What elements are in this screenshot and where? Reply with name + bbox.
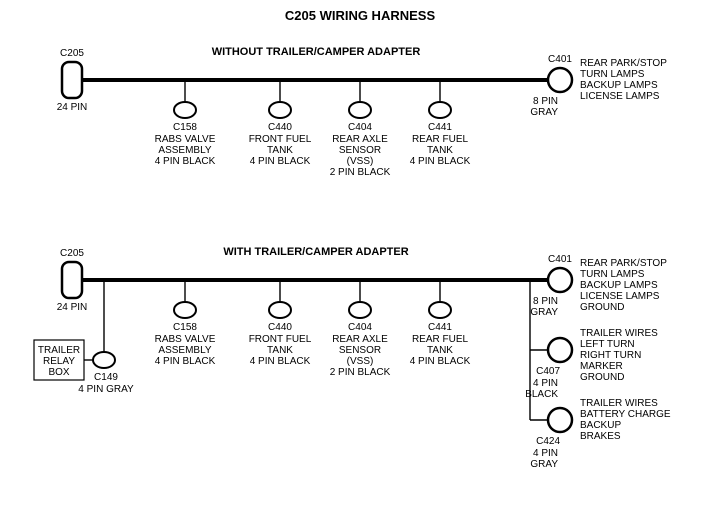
svg-text:GROUND: GROUND — [580, 302, 624, 313]
svg-text:BACKUP: BACKUP — [580, 420, 621, 431]
svg-text:TANK: TANK — [267, 345, 293, 356]
tap-connector — [349, 102, 371, 118]
svg-text:C441: C441 — [428, 122, 452, 133]
svg-text:LICENSE LAMPS: LICENSE LAMPS — [580, 91, 660, 102]
svg-text:RABS VALVE: RABS VALVE — [155, 134, 216, 145]
svg-text:4 PIN BLACK: 4 PIN BLACK — [155, 356, 216, 367]
tap-connector — [174, 102, 196, 118]
svg-text:TRAILER WIRES: TRAILER WIRES — [580, 398, 658, 409]
svg-text:REAR AXLE: REAR AXLE — [332, 334, 388, 345]
svg-text:(VSS): (VSS) — [347, 156, 374, 167]
svg-text:2 PIN BLACK: 2 PIN BLACK — [330, 367, 391, 378]
svg-text:BLACK: BLACK — [525, 389, 558, 400]
svg-text:REAR FUEL: REAR FUEL — [412, 334, 469, 345]
svg-text:GRAY: GRAY — [530, 107, 558, 118]
tap-connector — [269, 102, 291, 118]
svg-text:LICENSE LAMPS: LICENSE LAMPS — [580, 291, 660, 302]
svg-text:SENSOR: SENSOR — [339, 145, 381, 156]
svg-text:24 PIN: 24 PIN — [57, 102, 88, 113]
svg-text:4 PIN BLACK: 4 PIN BLACK — [410, 356, 471, 367]
left-connector — [62, 62, 82, 98]
svg-text:4 PIN GRAY: 4 PIN GRAY — [78, 384, 134, 395]
svg-text:REAR PARK/STOP: REAR PARK/STOP — [580, 258, 667, 269]
svg-text:2 PIN BLACK: 2 PIN BLACK — [330, 167, 391, 178]
svg-text:4 PIN: 4 PIN — [533, 378, 558, 389]
svg-text:RABS VALVE: RABS VALVE — [155, 334, 216, 345]
svg-text:FRONT FUEL: FRONT FUEL — [249, 334, 312, 345]
tap-connector — [429, 102, 451, 118]
svg-text:4 PIN BLACK: 4 PIN BLACK — [250, 356, 311, 367]
extra-connector — [548, 338, 572, 362]
right-connector — [548, 68, 572, 92]
svg-text:C401: C401 — [548, 254, 572, 265]
svg-text:REAR FUEL: REAR FUEL — [412, 134, 469, 145]
svg-text:REAR AXLE: REAR AXLE — [332, 134, 388, 145]
svg-text:TANK: TANK — [427, 145, 453, 156]
svg-text:4 PIN BLACK: 4 PIN BLACK — [250, 156, 311, 167]
right-connector — [548, 268, 572, 292]
svg-text:4 PIN: 4 PIN — [533, 448, 558, 459]
svg-text:8 PIN: 8 PIN — [533, 296, 558, 307]
svg-text:C441: C441 — [428, 322, 452, 333]
svg-text:ASSEMBLY: ASSEMBLY — [158, 145, 211, 156]
wiring-diagram: C205 WIRING HARNESS WITHOUT TRAILER/CAMPE… — [0, 0, 720, 517]
diagram-title: C205 WIRING HARNESS — [285, 8, 436, 23]
svg-text:RIGHT TURN: RIGHT TURN — [580, 350, 641, 361]
left-connector — [62, 262, 82, 298]
tap-connector — [349, 302, 371, 318]
section-heading: WITHOUT TRAILER/CAMPER ADAPTER — [212, 46, 421, 58]
svg-text:ASSEMBLY: ASSEMBLY — [158, 345, 211, 356]
svg-text:C149: C149 — [94, 372, 118, 383]
svg-text:C440: C440 — [268, 322, 292, 333]
svg-text:BOX: BOX — [48, 367, 69, 378]
svg-text:24 PIN: 24 PIN — [57, 302, 88, 313]
tap-connector — [429, 302, 451, 318]
svg-text:8 PIN: 8 PIN — [533, 96, 558, 107]
extra-connector — [548, 408, 572, 432]
section-heading: WITH TRAILER/CAMPER ADAPTER — [223, 246, 408, 258]
svg-text:BACKUP LAMPS: BACKUP LAMPS — [580, 280, 658, 291]
svg-text:BATTERY CHARGE: BATTERY CHARGE — [580, 409, 671, 420]
svg-text:TANK: TANK — [267, 145, 293, 156]
svg-text:C205: C205 — [60, 48, 84, 59]
svg-text:TURN LAMPS: TURN LAMPS — [580, 269, 645, 280]
svg-text:C404: C404 — [348, 322, 372, 333]
svg-text:BRAKES: BRAKES — [580, 431, 621, 442]
svg-text:TURN LAMPS: TURN LAMPS — [580, 69, 645, 80]
svg-text:MARKER: MARKER — [580, 361, 623, 372]
svg-text:C440: C440 — [268, 122, 292, 133]
svg-text:SENSOR: SENSOR — [339, 345, 381, 356]
svg-text:TANK: TANK — [427, 345, 453, 356]
svg-text:C407: C407 — [536, 366, 560, 377]
tap-connector — [269, 302, 291, 318]
tap-connector — [174, 302, 196, 318]
svg-text:C404: C404 — [348, 122, 372, 133]
svg-text:BACKUP LAMPS: BACKUP LAMPS — [580, 80, 658, 91]
svg-text:TRAILER WIRES: TRAILER WIRES — [580, 328, 658, 339]
svg-text:REAR PARK/STOP: REAR PARK/STOP — [580, 58, 667, 69]
svg-text:GRAY: GRAY — [530, 459, 558, 470]
svg-text:FRONT FUEL: FRONT FUEL — [249, 134, 312, 145]
svg-text:RELAY: RELAY — [43, 356, 75, 367]
svg-text:TRAILER: TRAILER — [38, 345, 80, 356]
svg-text:C401: C401 — [548, 54, 572, 65]
svg-text:C424: C424 — [536, 436, 560, 447]
svg-text:GROUND: GROUND — [580, 372, 624, 383]
svg-text:(VSS): (VSS) — [347, 356, 374, 367]
svg-text:LEFT TURN: LEFT TURN — [580, 339, 635, 350]
svg-text:4 PIN BLACK: 4 PIN BLACK — [155, 156, 216, 167]
svg-text:C158: C158 — [173, 322, 197, 333]
svg-text:C205: C205 — [60, 248, 84, 259]
svg-text:C158: C158 — [173, 122, 197, 133]
svg-text:4 PIN BLACK: 4 PIN BLACK — [410, 156, 471, 167]
svg-text:GRAY: GRAY — [530, 307, 558, 318]
